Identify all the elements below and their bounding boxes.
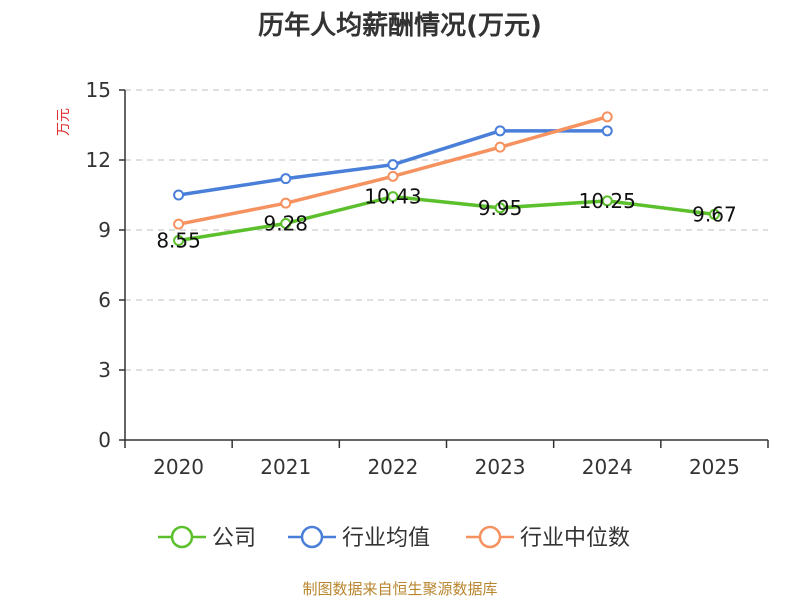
data-point — [280, 173, 292, 185]
data-point — [494, 125, 506, 137]
y-tick-label: 12 — [86, 148, 111, 172]
y-tick-label: 0 — [98, 428, 111, 452]
data-point — [601, 111, 613, 123]
data-label-layer: 8.55 9.28 10.43 9.95 10.25 9.67 — [156, 185, 736, 253]
y-tick-label: 3 — [98, 358, 111, 382]
y-tick-label: 15 — [86, 78, 111, 102]
legend-label: 行业中位数 — [520, 526, 630, 551]
series-0 — [173, 191, 720, 246]
axis-layer: 0 3 6 9 12 15 2020 2021 2022 2023 2024 2025 — [86, 78, 769, 479]
legend-item-1: 行业均值 — [288, 525, 430, 551]
data-label: 9.67 — [692, 202, 737, 226]
x-tick-label: 2023 — [475, 455, 526, 479]
y-axis-label: 万元 — [56, 108, 72, 136]
data-point — [173, 218, 185, 230]
data-label: 8.55 — [156, 229, 201, 253]
source-note: 制图数据来自恒生聚源数据库 — [302, 580, 497, 598]
legend-item-0: 公司 — [158, 525, 256, 551]
data-point — [173, 189, 185, 201]
data-label: 9.95 — [478, 196, 523, 220]
series-line — [176, 194, 717, 243]
data-point — [387, 159, 399, 171]
grid-layer — [125, 89, 768, 371]
chart-title: 历年人均薪酬情况(万元) — [258, 10, 542, 41]
data-point — [708, 208, 720, 220]
data-point — [173, 235, 185, 246]
series-layer — [173, 111, 720, 246]
legend-item-2: 行业中位数 — [466, 525, 630, 551]
data-point — [387, 191, 399, 203]
x-tick-label: 2024 — [582, 455, 633, 479]
x-tick-label: 2021 — [260, 455, 311, 479]
data-label: 10.43 — [364, 185, 421, 209]
y-tick-label: 6 — [98, 288, 111, 312]
y-tick-label: 9 — [98, 218, 111, 242]
data-point — [387, 170, 399, 182]
series-1 — [173, 125, 613, 201]
data-label: 9.28 — [263, 211, 308, 235]
data-point — [280, 197, 292, 209]
x-tick-label: 2020 — [153, 455, 204, 479]
x-tick-label: 2025 — [689, 455, 740, 479]
data-point — [494, 141, 506, 153]
data-point — [601, 195, 613, 207]
legend: 公司 行业均值 行业中位数 — [158, 525, 630, 551]
x-tick-label: 2022 — [367, 455, 418, 479]
data-point — [280, 217, 292, 229]
data-label: 10.25 — [579, 189, 636, 213]
legend-swatch-marker — [478, 525, 502, 549]
data-point — [494, 202, 506, 214]
series-2 — [173, 111, 613, 230]
legend-swatch-marker — [300, 525, 324, 549]
legend-label: 公司 — [212, 526, 256, 551]
legend-swatch-marker — [170, 525, 194, 549]
legend-label: 行业均值 — [342, 526, 430, 551]
data-point — [601, 125, 613, 137]
